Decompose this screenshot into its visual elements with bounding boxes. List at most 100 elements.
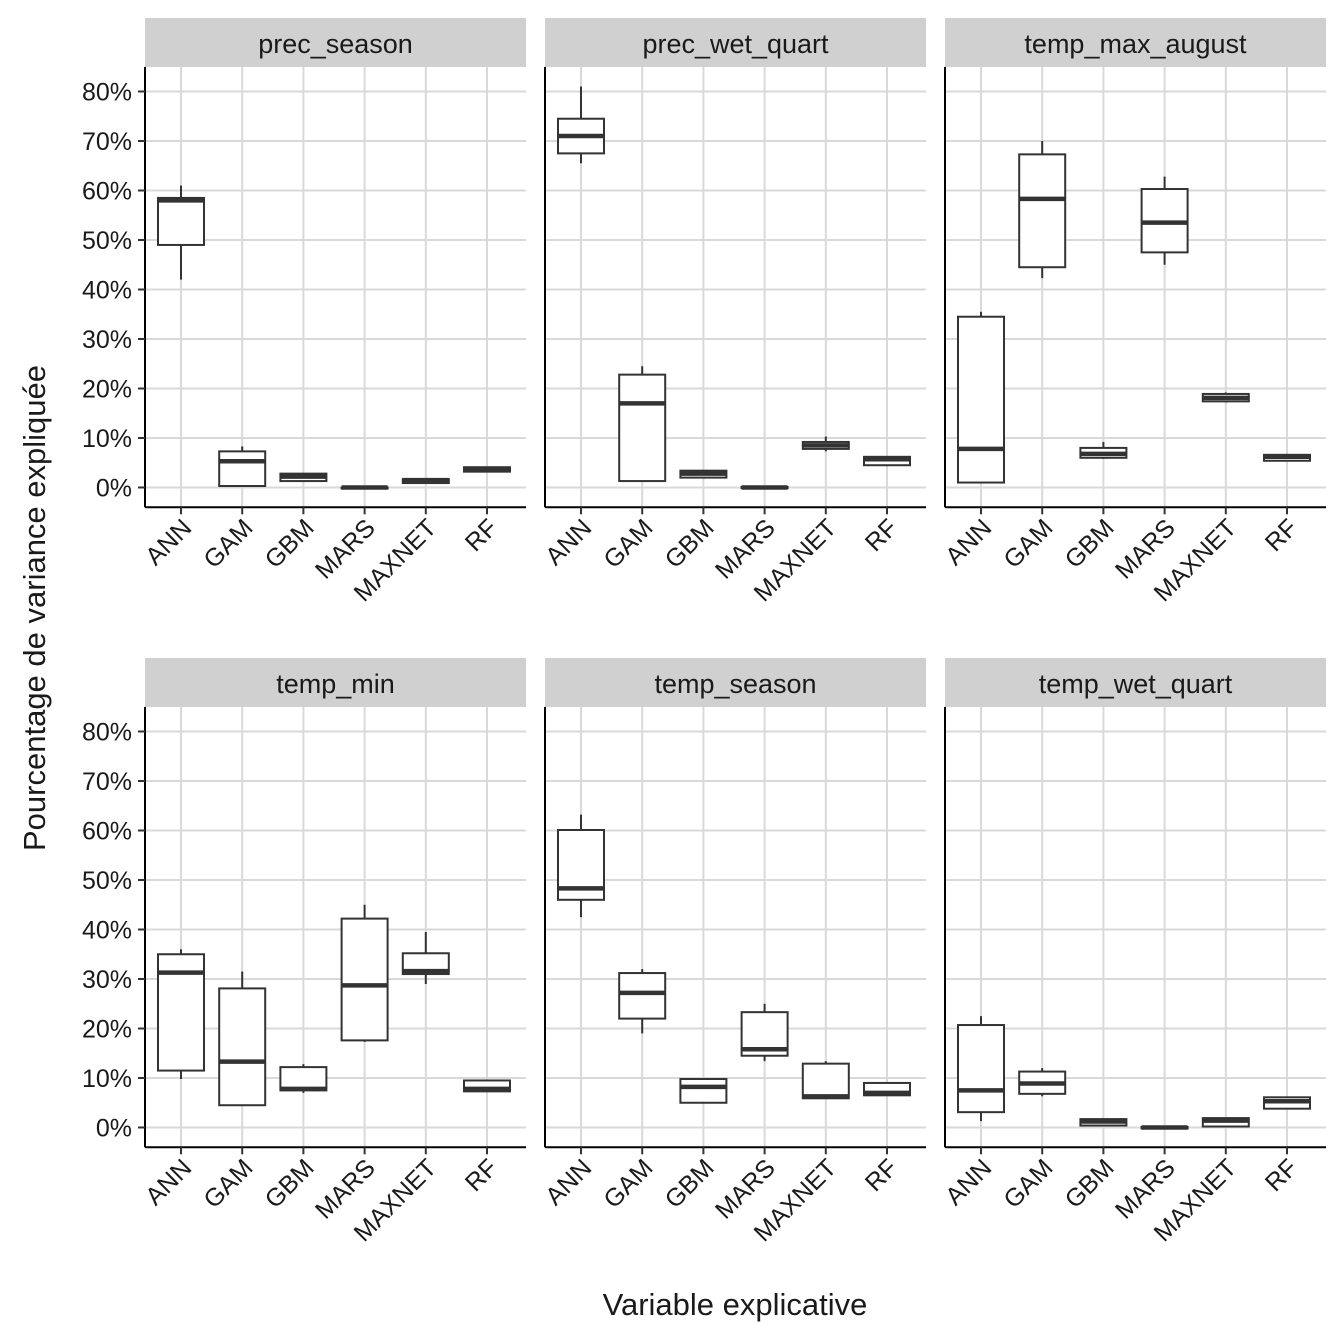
facet-strip — [545, 18, 926, 67]
box-MAXNET — [801, 1061, 850, 1100]
box-MAXNET — [801, 436, 850, 452]
panel-background — [545, 707, 926, 1148]
box-GBM — [279, 472, 328, 483]
box-MARS — [340, 485, 389, 490]
box-iqr — [957, 315, 1005, 484]
y-axis-title: Pourcentage de variance expliquée — [17, 365, 52, 851]
tick-label-x: GAM — [598, 1154, 658, 1214]
tick-label-x: RF — [860, 1154, 903, 1197]
box-GBM — [1079, 441, 1128, 459]
box-iqr — [618, 373, 667, 483]
box-GAM — [1018, 141, 1067, 279]
tick-label-x: RF — [460, 1154, 503, 1197]
box-MARS — [1140, 1125, 1189, 1130]
tick-label-x: RF — [1260, 1154, 1303, 1197]
box-iqr — [679, 1077, 728, 1104]
box-GBM — [679, 1077, 728, 1104]
x-axis-title: Variable explicative — [603, 1287, 868, 1322]
facet-strip — [945, 18, 1326, 67]
tick-label-y: 0% — [96, 1115, 132, 1143]
box-iqr — [340, 917, 389, 1042]
box-iqr — [1018, 153, 1067, 269]
box-GAM — [218, 971, 267, 1107]
box-GBM — [1079, 1118, 1128, 1127]
facet-panels: prec_season 0% 10% 20% 30% 40% 50% 60% 70% 80% ANN… — [82, 18, 1326, 1247]
box-ANN — [157, 185, 205, 280]
box-MARS — [1140, 176, 1189, 265]
tick-label-y: 20% — [82, 376, 132, 404]
box-GAM — [1018, 1068, 1067, 1097]
tick-label-y: 10% — [82, 1065, 132, 1093]
facet-title: prec_season — [258, 29, 413, 59]
box-ANN — [557, 814, 605, 918]
tick-label-y: 40% — [82, 277, 132, 305]
facet-title: temp_max_august — [1024, 29, 1247, 59]
box-GAM — [618, 969, 667, 1034]
tick-label-y: 70% — [82, 768, 132, 796]
tick-label-x: GAM — [998, 1154, 1058, 1214]
facet-title: temp_season — [654, 669, 816, 699]
tick-label-x: ANN — [540, 1154, 597, 1211]
box-RF — [463, 1079, 511, 1093]
panel-background — [145, 67, 526, 508]
tick-label-x: GAM — [598, 514, 658, 574]
box-RF — [1263, 1096, 1311, 1110]
tick-label-y: 70% — [82, 128, 132, 156]
tick-label-y: 0% — [96, 475, 132, 503]
facet-temp_min: temp_min 0% 10% 20% 30% 40% 50% 60% 70% 80% ANN GAM… — [82, 658, 526, 1247]
box-ANN — [957, 311, 1005, 484]
box-iqr — [801, 1062, 850, 1100]
box-ANN — [557, 86, 605, 164]
tick-label-x: ANN — [940, 1154, 997, 1211]
box-MAXNET — [1201, 1117, 1250, 1128]
tick-label-y: 20% — [82, 1016, 132, 1044]
facet-strip — [545, 658, 926, 707]
box-ANN — [157, 949, 205, 1079]
tick-label-x: GAM — [998, 514, 1058, 574]
facet-title: temp_min — [276, 669, 395, 699]
box-RF — [863, 455, 911, 467]
box-RF — [863, 1081, 911, 1097]
tick-label-y: 10% — [82, 425, 132, 453]
tick-label-x: ANN — [140, 1154, 197, 1211]
box-MARS — [740, 1003, 789, 1062]
tick-label-x: GAM — [198, 1154, 258, 1214]
box-GBM — [679, 469, 728, 479]
tick-label-x: GAM — [198, 514, 258, 574]
box-MAXNET — [1201, 392, 1250, 403]
box-MAXNET — [401, 931, 450, 984]
tick-label-y: 30% — [82, 326, 132, 354]
tick-label-y: 80% — [82, 79, 132, 107]
box-RF — [1263, 453, 1311, 462]
tick-label-y: 50% — [82, 227, 132, 255]
facet-title: temp_wet_quart — [1039, 669, 1233, 699]
tick-label-x: ANN — [540, 514, 597, 571]
facet-prec_season: prec_season 0% 10% 20% 30% 40% 50% 60% 70% 80% ANN… — [82, 18, 526, 607]
box-GAM — [618, 366, 667, 483]
tick-label-y: 30% — [82, 966, 132, 994]
tick-label-x: RF — [460, 514, 503, 557]
box-ANN — [957, 1016, 1005, 1122]
box-iqr — [157, 196, 205, 246]
facet-strip — [945, 658, 1326, 707]
tick-label-y: 50% — [82, 867, 132, 895]
facet-strip — [145, 18, 526, 67]
facet-title: prec_wet_quart — [642, 29, 829, 59]
box-iqr — [218, 987, 267, 1107]
box-GAM — [218, 446, 267, 488]
tick-label-y: 40% — [82, 917, 132, 945]
tick-label-y: 80% — [82, 719, 132, 747]
tick-label-y: 60% — [82, 818, 132, 846]
tick-label-y: 60% — [82, 178, 132, 206]
box-MAXNET — [401, 477, 450, 485]
box-GBM — [279, 1064, 328, 1093]
box-iqr — [463, 1079, 511, 1093]
box-MARS — [740, 485, 789, 490]
tick-label-x: ANN — [940, 514, 997, 571]
box-MARS — [340, 904, 389, 1042]
